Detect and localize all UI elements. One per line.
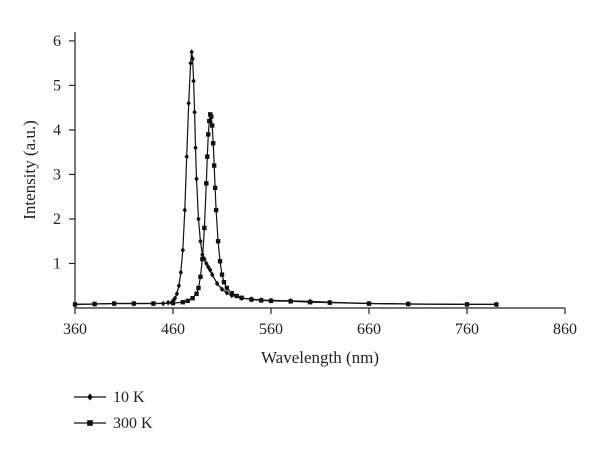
data-point — [406, 301, 411, 307]
y-ticks: 1 2 3 4 5 6 — [53, 33, 75, 272]
data-point — [180, 247, 185, 253]
legend-label: 10 K — [113, 389, 145, 406]
y-tick-label: 5 — [53, 77, 61, 94]
data-point — [194, 291, 199, 296]
axes: 360 460 560 660 760 860 1 2 3 4 5 6 — [53, 32, 577, 338]
data-point — [327, 300, 332, 305]
y-tick-label: 2 — [53, 211, 61, 228]
legend-marker — [87, 420, 93, 426]
data-point — [92, 301, 97, 307]
data-point — [151, 301, 156, 306]
y-axis-title: Intensity (a.u.) — [20, 120, 39, 220]
data-point — [214, 280, 220, 287]
x-tick-label: 660 — [357, 321, 381, 338]
data-point — [131, 301, 136, 306]
data-point — [196, 216, 201, 222]
data-point — [211, 163, 217, 168]
data-point — [204, 260, 209, 267]
data-point — [213, 207, 219, 213]
data-point — [170, 300, 176, 306]
data-point — [219, 272, 225, 277]
data-point — [190, 296, 195, 301]
y-tick-label: 1 — [53, 255, 61, 272]
data-point — [212, 185, 218, 191]
data-point — [185, 298, 190, 304]
data-point — [192, 109, 197, 115]
data-point — [221, 279, 227, 285]
data-point — [182, 207, 187, 213]
data-point — [210, 271, 215, 278]
data-point — [234, 293, 239, 299]
data-point — [172, 295, 178, 302]
data-point — [210, 141, 216, 146]
x-axis-title: Wavelength (nm) — [261, 348, 379, 367]
x-tick-label: 760 — [455, 321, 479, 338]
data-point — [249, 297, 254, 302]
legend-marker — [87, 393, 93, 401]
data-point — [224, 285, 230, 291]
x-tick-label: 360 — [63, 321, 87, 338]
data-point — [215, 239, 221, 244]
data-point — [180, 300, 185, 305]
data-point — [170, 298, 176, 304]
data-point — [205, 154, 210, 159]
data-point — [208, 267, 213, 274]
data-point — [194, 176, 199, 182]
data-point — [202, 225, 207, 231]
data-point — [210, 123, 215, 128]
data-point — [191, 78, 196, 84]
data-point — [206, 132, 211, 137]
y-tick-label: 6 — [53, 33, 61, 50]
x-ticks: 360 460 560 660 760 860 — [63, 308, 577, 338]
data-point — [208, 112, 213, 117]
y-tick-label: 4 — [53, 122, 61, 139]
data-point — [72, 302, 78, 307]
data-point — [178, 269, 184, 276]
data-point — [259, 298, 264, 303]
data-point — [229, 292, 234, 299]
data-point — [196, 285, 201, 291]
x-tick-label: 560 — [259, 321, 283, 338]
data-point — [193, 144, 198, 151]
data-point — [174, 290, 180, 297]
data-point — [188, 60, 193, 67]
legend: 10 K 300 K — [74, 389, 153, 432]
data-point — [229, 291, 234, 296]
y-tick-label: 3 — [53, 166, 61, 183]
data-point — [494, 302, 499, 307]
series-1 — [72, 49, 499, 308]
data-point — [186, 100, 191, 107]
data-point — [464, 302, 470, 307]
data-point — [206, 264, 211, 270]
data-point — [219, 286, 225, 293]
data-point — [209, 114, 214, 119]
data-point — [239, 295, 244, 300]
legend-item: 300 K — [74, 415, 153, 432]
data-point — [112, 301, 117, 306]
data-point — [198, 274, 203, 280]
data-point — [288, 299, 293, 304]
data-point — [366, 301, 372, 306]
data-point — [200, 256, 205, 262]
series-2 — [72, 112, 499, 307]
series-line — [74, 51, 497, 305]
data-point — [308, 300, 313, 305]
x-tick-label: 860 — [553, 321, 577, 338]
data-point — [184, 153, 189, 160]
data-point — [224, 290, 230, 296]
plot-area — [72, 49, 499, 308]
legend-label: 300 K — [113, 415, 153, 432]
x-tick-label: 460 — [161, 321, 185, 338]
data-point — [217, 259, 223, 264]
data-point — [204, 181, 209, 186]
legend-item: 10 K — [74, 389, 145, 406]
data-point — [207, 118, 212, 124]
data-point — [198, 238, 203, 245]
series-line — [74, 112, 497, 305]
data-point — [268, 298, 274, 304]
data-point — [190, 55, 195, 62]
data-point — [176, 282, 182, 289]
data-point — [189, 49, 194, 55]
